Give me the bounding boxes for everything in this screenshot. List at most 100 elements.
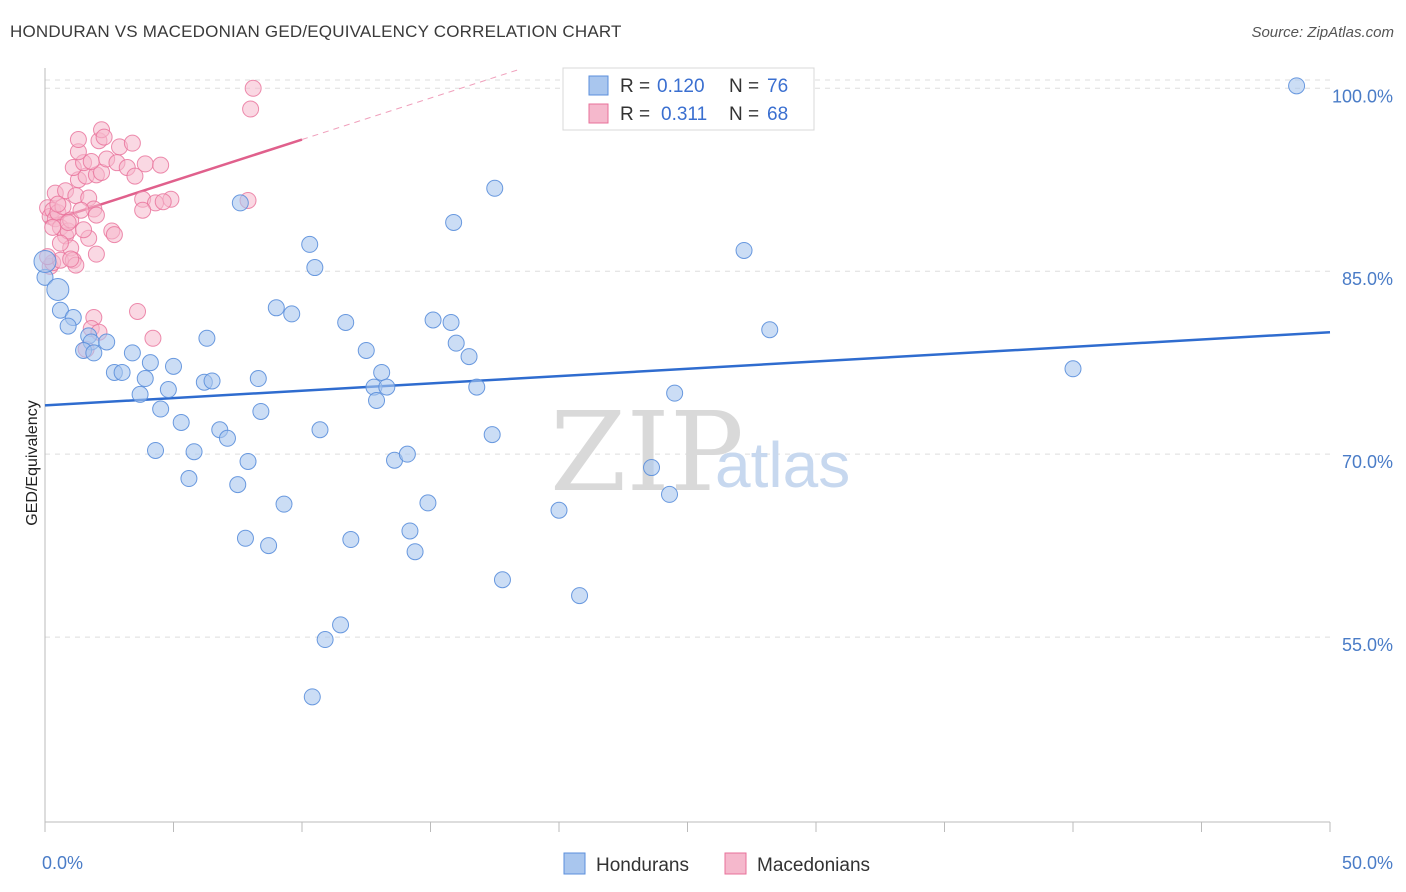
hondurans-point-47: [342, 531, 360, 549]
hondurans-point-64: [332, 616, 350, 634]
hondurans-point-69: [661, 485, 679, 503]
macedonians-point-65: [62, 250, 80, 268]
macedonians-point-66: [44, 218, 62, 236]
hondurans-point-39: [283, 305, 301, 323]
bottom-legend-hondurans: Hondurans: [596, 855, 689, 876]
y-tick-label-70: 70.0%: [1342, 452, 1393, 472]
hondurans-point-73: [1288, 77, 1306, 95]
hondurans-point-52: [419, 494, 437, 512]
hondurans-point-21: [159, 381, 177, 399]
y-tick-label-55: 55.0%: [1342, 635, 1393, 655]
hondurans-point-16: [198, 329, 216, 347]
bottom-legend-macedonians: Macedonians: [757, 855, 870, 876]
hondurans-point-54: [442, 313, 460, 331]
macedonians-point-54: [95, 128, 113, 146]
macedonians-point-35: [136, 155, 154, 173]
hondurans-point-31: [180, 470, 198, 488]
hondurans-point-62: [550, 501, 568, 519]
hondurans-point-26: [218, 429, 236, 447]
trend-line-hondurans: [44, 330, 1331, 407]
hondurans-point-58: [483, 426, 501, 444]
macedonians-point-50: [144, 329, 162, 347]
hondurans-point-36: [301, 235, 319, 253]
hondurans-point-51: [406, 543, 424, 561]
y-tick-labels: 55.0% 70.0% 85.0% 100.0%: [1332, 86, 1393, 655]
hondurans-point-35: [260, 537, 278, 555]
legend-swatch-hondurans: [588, 75, 609, 96]
x-tick-label-max: 50.0%: [1342, 853, 1393, 873]
hondurans-point-32: [229, 476, 247, 494]
y-tick-label-85: 85.0%: [1342, 269, 1393, 289]
bottom-legend: Hondurans Macedonians: [563, 852, 870, 876]
hondurans-point-10: [123, 344, 141, 362]
hondurans-point-19: [249, 370, 267, 388]
hondurans-point-24: [172, 413, 190, 431]
macedonians-point-63: [87, 206, 105, 224]
hondurans-point-27: [311, 421, 329, 439]
hondurans-point-67: [643, 459, 661, 477]
legend-swatch-macedonians: [588, 103, 609, 124]
macedonians-point-55: [242, 100, 260, 118]
macedonians-point-36: [152, 156, 170, 174]
hondurans-point-9: [85, 344, 103, 362]
macedonians-point-60: [49, 195, 67, 213]
legend-r-value-macedonians: 0.311: [661, 104, 707, 125]
macedonians-point-31: [123, 134, 141, 152]
hondurans-point-63: [571, 587, 589, 605]
chart-source: Source: ZipAtlas.com: [1251, 24, 1394, 41]
hondurans-point-50: [401, 522, 419, 540]
macedonians-point-67: [75, 221, 93, 239]
hondurans-point-70: [735, 241, 753, 259]
legend-n-label-macedonians: N =: [729, 104, 759, 125]
hondurans-point-23: [252, 402, 270, 420]
macedonians-points: [39, 79, 262, 358]
macedonians-point-49: [129, 302, 147, 320]
hondurans-point-71: [761, 321, 779, 339]
hondurans-point-43: [373, 363, 391, 381]
hondurans-point-45: [378, 378, 396, 396]
hondurans-point-55: [447, 334, 465, 352]
hondurans-point-56: [460, 348, 478, 366]
y-tick-label-100: 100.0%: [1332, 86, 1393, 106]
gridlines: [45, 79, 1330, 638]
macedonians-point-34: [126, 167, 144, 185]
macedonians-point-61: [59, 213, 77, 231]
hondurans-point-61: [493, 571, 511, 589]
hondurans-point-57: [468, 378, 486, 396]
hondurans-point-65: [316, 631, 334, 649]
legend: R = 0.120 N = 76 R = 0.311 N = 68: [562, 67, 815, 131]
hondurans-point-72: [1064, 360, 1082, 378]
hondurans-point-30: [239, 452, 257, 470]
hondurans-point-59: [445, 213, 463, 231]
macedonians-point-52: [69, 131, 87, 149]
hondurans-point-75: [33, 249, 57, 273]
bottom-legend-swatch-hondurans: [563, 852, 586, 875]
hondurans-point-29: [185, 443, 203, 461]
hondurans-point-49: [398, 445, 416, 463]
hondurans-point-11: [141, 354, 159, 372]
hondurans-point-1: [46, 278, 70, 302]
legend-r-value-hondurans: 0.120: [657, 76, 705, 97]
watermark-atlas: atlas: [715, 429, 850, 501]
macedonians-point-40: [134, 201, 152, 219]
hondurans-point-66: [303, 688, 321, 706]
hondurans-point-42: [357, 341, 375, 359]
axes: [44, 68, 1331, 832]
trend-line-macedonians-extension: [301, 69, 518, 140]
legend-r-label-macedonians: R =: [620, 104, 650, 125]
hondurans-point-20: [131, 385, 149, 403]
hondurans-point-12: [165, 357, 182, 375]
hondurans-point-37: [306, 259, 324, 277]
legend-r-label-hondurans: R =: [620, 76, 650, 97]
hondurans-point-14: [113, 363, 131, 381]
hondurans-point-18: [203, 372, 221, 390]
macedonians-point-64: [51, 234, 69, 252]
legend-n-value-hondurans: 76: [767, 76, 788, 97]
hondurans-point-41: [231, 194, 249, 212]
macedonians-point-42: [105, 226, 123, 244]
y-axis-label: GED/Equivalency: [24, 400, 41, 525]
hondurans-point-4: [59, 317, 77, 335]
hondurans-point-60: [486, 179, 504, 197]
watermark-zip: ZIP: [550, 388, 744, 516]
